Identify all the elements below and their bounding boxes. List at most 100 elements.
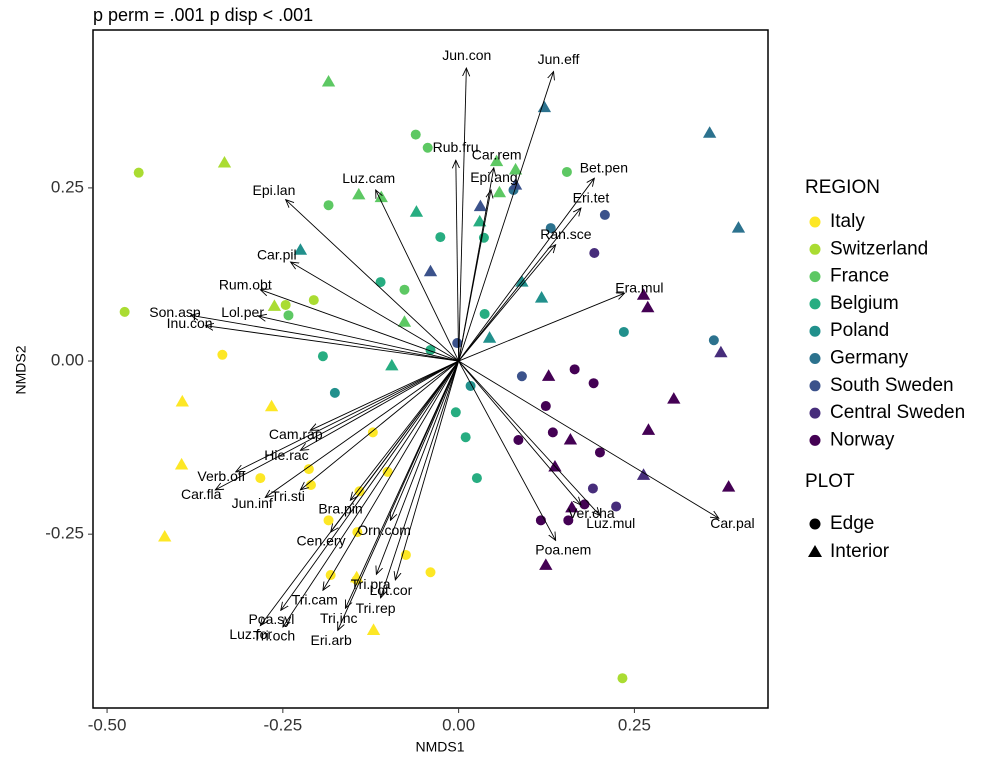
point <box>479 308 490 319</box>
vector-arrow <box>265 360 459 497</box>
point <box>435 232 446 243</box>
vector-label: Ran.sce <box>540 226 592 242</box>
point <box>515 275 529 287</box>
point <box>561 166 572 177</box>
legend-label: Switzerland <box>830 238 928 259</box>
vector-label: Inu.con <box>167 315 213 331</box>
point <box>537 100 552 113</box>
point <box>352 187 366 200</box>
vector-label: Jun.eff <box>538 51 580 67</box>
x-tick-label: 0.00 <box>442 715 475 734</box>
point <box>667 392 681 404</box>
point <box>545 223 556 234</box>
point <box>508 162 523 175</box>
point <box>473 199 488 212</box>
point <box>563 515 574 526</box>
legend-label: Norway <box>830 429 895 450</box>
point <box>397 315 412 327</box>
point <box>323 200 334 211</box>
point <box>731 221 746 233</box>
vector-label: Jun.inf <box>232 495 273 511</box>
point <box>641 300 655 313</box>
vector-arrow <box>236 360 459 472</box>
vector-label: Bet.pen <box>580 159 628 175</box>
point <box>594 447 605 458</box>
vector-label: Poa.nem <box>535 542 591 558</box>
vector-arrow <box>260 360 459 626</box>
point <box>492 185 507 198</box>
point <box>513 434 524 445</box>
vector-label: Eri.tet <box>573 189 610 205</box>
point <box>382 466 393 477</box>
legend-swatch <box>809 380 821 392</box>
vector-label: Cam.rap <box>269 426 323 442</box>
y-tick-label: -0.25 <box>45 524 84 543</box>
vector-label: Orn.com <box>357 522 411 538</box>
point <box>587 483 598 494</box>
point <box>329 387 340 398</box>
point <box>267 299 282 311</box>
vector-arrow <box>458 178 595 362</box>
point <box>708 335 719 346</box>
vector-arrow <box>395 360 460 580</box>
vector-label: Poa.syl <box>248 611 294 627</box>
point <box>308 295 319 306</box>
point <box>133 167 144 178</box>
vector-label: Lot.cor <box>369 582 412 598</box>
vector-arrow <box>281 360 459 610</box>
point <box>422 142 433 153</box>
point <box>367 427 378 438</box>
point <box>588 378 599 389</box>
vector-label: Eri.arb <box>311 632 352 648</box>
vector-arrow <box>300 360 459 490</box>
point <box>589 247 600 258</box>
vector-arrow <box>376 360 460 574</box>
vector-arrow <box>390 360 460 520</box>
legend-label: Belgium <box>830 293 899 314</box>
point <box>321 74 336 87</box>
vector-label: Tri.pra <box>351 576 391 592</box>
y-tick-label: 0.00 <box>51 351 84 370</box>
vector-arrow <box>458 360 556 540</box>
vector-arrow <box>458 293 625 362</box>
vector-label: Rub.fru <box>433 139 479 155</box>
vector-label: Era.mul <box>615 279 663 295</box>
vector-label: Tri.rep <box>356 600 396 616</box>
point <box>399 284 410 295</box>
vector-arrow <box>310 360 459 430</box>
point <box>303 464 314 475</box>
vector-label: Son.asp <box>149 304 201 320</box>
point <box>516 371 527 382</box>
point <box>540 401 551 412</box>
vector-arrow <box>376 190 460 362</box>
point <box>618 326 629 337</box>
legend-swatch <box>809 518 821 530</box>
point <box>425 567 436 578</box>
y-axis-label: NMDS2 <box>13 345 29 394</box>
vector-label: Car.rem <box>472 147 522 163</box>
point <box>471 473 482 484</box>
vector-label: Tri.cam <box>292 591 338 607</box>
legend-swatch <box>809 407 821 419</box>
point <box>366 623 381 635</box>
point <box>264 399 279 412</box>
point <box>489 154 504 167</box>
vector-label: Hie.rac <box>264 447 308 463</box>
point <box>158 529 172 542</box>
vector-label: Rum.obt <box>219 276 272 292</box>
point <box>255 473 266 484</box>
legend-swatch <box>809 271 821 283</box>
legend-label: Interior <box>830 541 890 562</box>
vector-label: Car.fla <box>181 486 222 502</box>
point <box>385 358 399 371</box>
point <box>119 306 130 317</box>
point <box>174 457 189 470</box>
point <box>283 310 294 321</box>
point <box>641 423 656 435</box>
point <box>473 214 487 227</box>
vector-label: Luz.mul <box>586 515 635 531</box>
vector-label: Cen.ery <box>297 532 346 548</box>
vector-arrow <box>191 315 459 362</box>
chart-title: p perm = .001 p disp < .001 <box>93 5 313 25</box>
